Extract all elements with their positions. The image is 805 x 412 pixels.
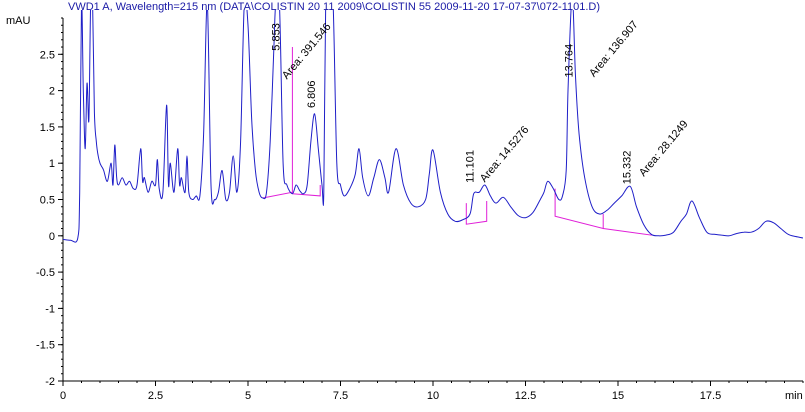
integration-baseline	[554, 188, 604, 230]
peak-retention-label: 6.806	[306, 80, 318, 108]
y-tick-label: -0.5	[36, 267, 55, 279]
y-tick-label: 0.5	[40, 195, 55, 207]
integration-baseline	[292, 185, 321, 197]
y-tick-label: 2	[49, 86, 55, 98]
peak-retention-label: 13.764	[563, 44, 575, 78]
x-tick-label: 10	[427, 390, 439, 402]
trace-line	[63, 10, 803, 243]
peak-retention-label: 11.101	[465, 150, 477, 183]
x-tick-label: 17.5	[700, 390, 721, 402]
y-tick-label: 1.5	[40, 122, 55, 134]
y-tick-label: -1	[45, 303, 55, 315]
y-axis-label: mAU	[6, 15, 31, 27]
signal-trace	[63, 10, 803, 243]
peak-area-label: Area: 136.907	[587, 19, 641, 80]
axes: -2 -1.5 -1 -0.5 0 0.5 1 1.5 2 2.5 0 2.5 5 7.5 10 12.5 15…	[36, 17, 804, 402]
y-tick-label: 2.5	[40, 49, 55, 61]
x-tick-label: 2.5	[148, 390, 163, 402]
x-tick-label: 7.5	[333, 390, 348, 402]
x-tick-label: 12.5	[515, 390, 536, 402]
y-tick-label: -2	[45, 376, 55, 388]
peak-retention-label: 5.853	[271, 23, 283, 51]
integration-baseline	[603, 228, 652, 236]
y-tick-label: -1.5	[36, 340, 55, 352]
peak-area-label: Area: 14.5276	[478, 124, 532, 185]
x-tick-label: 5	[245, 390, 251, 402]
y-tick-label: 0	[49, 231, 55, 243]
x-tick-label: 15	[612, 390, 624, 402]
y-tick-label: 1	[49, 158, 55, 170]
peak-retention-label: 15.332	[621, 151, 633, 185]
x-tick-label: 0	[60, 390, 66, 402]
x-axis-label: min	[785, 390, 803, 402]
integration-baseline	[465, 201, 488, 225]
chart-title: VWD1 A, Wavelength=215 nm (DATA\COLISTIN…	[68, 1, 600, 13]
peak-area-label: Area: 28.1249	[637, 118, 691, 179]
